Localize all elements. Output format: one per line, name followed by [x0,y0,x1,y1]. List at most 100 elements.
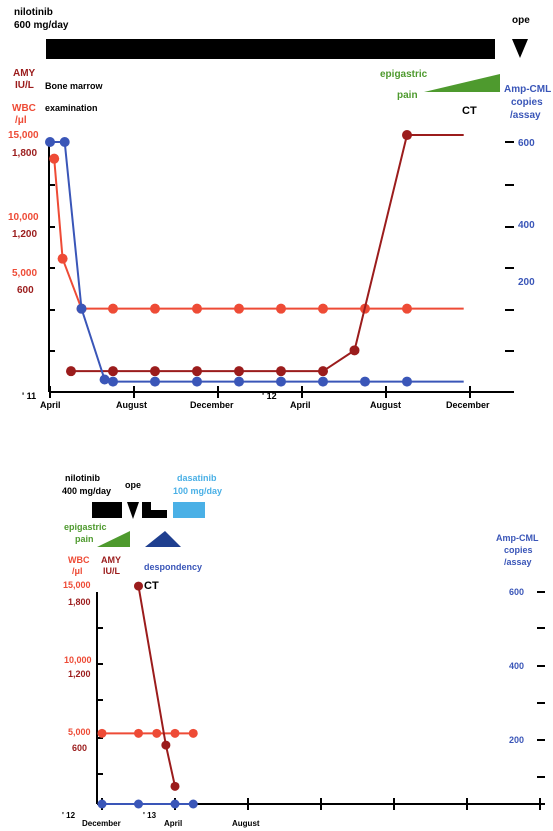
c1-amy-point [402,130,412,141]
c2-wbc-tick-10000: 10,000 [64,655,92,665]
c1-amy-point [318,366,328,377]
c1-cml-point [318,376,328,387]
c1-amy-point [349,345,360,356]
c2-ct-label: CT [144,580,159,592]
c1-wbc-tick-5000: 5,000 [12,268,37,279]
c1-month-april-12: April [290,400,311,410]
c2-amy-tick-600: 600 [72,743,87,753]
c1-right-tick-600: 600 [518,138,535,149]
c2-amy-point [134,581,143,591]
c2-right-axis-ticks [537,591,545,778]
c2-cml-point [170,799,180,809]
c1-month-august-12: August [370,400,401,410]
c2-month-april: April [164,819,182,828]
c1-amy-tick-600: 600 [17,285,34,296]
c1-wbc-point [57,253,68,264]
c1-wbc-point [108,303,118,314]
c1-month-august-11: August [116,400,147,410]
c2-wbc-label-1: WBC [68,555,90,565]
c2-dasatinib-2: 100 mg/day [173,486,222,496]
c1-x-axis-ticks [49,386,471,398]
c1-amy-point [150,366,160,377]
c2-amy-point [161,740,171,750]
c1-cml-point [76,303,87,314]
c2-epigastric-1: epigastric [64,522,107,532]
c1-year-label-12: ' 12 [262,391,277,401]
c1-amy-label-1: AMY [13,68,36,79]
c1-cml-line [50,141,464,383]
c1-cml-point [150,376,160,387]
chart-2: nilotinib 400 mg/day ope dasatinib 100 m… [62,473,545,828]
c1-wbc-point [402,303,412,314]
c2-year-label-12: ' 12 [62,811,76,820]
c1-series-layer [45,130,464,387]
c1-wbc-point [192,303,202,314]
c1-amy-line [71,134,464,373]
c1-amy-point [276,366,286,377]
c1-wbc-label-1: WBC [12,103,36,114]
c1-cml-point [360,376,370,387]
c1-bone-marrow-1: Bone marrow [45,81,104,91]
c2-month-december: December [82,819,121,828]
c2-drug-label-2: 400 mg/day [62,486,111,496]
c1-ct-label: CT [462,105,477,117]
c2-right-label-3: /assay [504,557,532,567]
c1-right-tick-400: 400 [518,220,535,231]
c1-cml-point [402,376,412,387]
c2-ope-marker [127,502,139,519]
c2-right-label-1: Amp-CML [496,533,539,543]
c2-wbc-tick-5000: 5,000 [68,727,91,737]
c2-nilotinib-taper-bar [142,502,167,518]
c2-amy-tick-1200: 1,200 [68,669,91,679]
c1-ope-marker [512,39,528,58]
c1-year-label-11: ' 11 [22,391,36,401]
c2-cml-point [97,799,107,809]
c2-left-axis-ticks [97,627,103,775]
c1-amy-point [234,366,244,377]
c1-month-december-11: December [190,400,234,410]
c1-drug-label-2: 600 mg/day [14,20,69,31]
c1-wbc-label-2: /μl [15,115,27,126]
c1-right-tick-200: 200 [518,277,535,288]
c2-amy-label-1: AMY [101,555,121,565]
c1-amy-point [108,366,118,377]
c1-left-axis-ticks [49,184,55,352]
c2-amy-point [170,781,180,791]
c1-amy-point [192,366,202,377]
c1-bone-marrow-2: examination [45,103,98,113]
c1-cml-point [192,376,202,387]
c1-cml-point [276,376,286,387]
c1-cml-point [59,137,70,147]
c2-wbc-point [170,728,180,738]
c1-cml-point [108,376,118,387]
c2-year-label-13: ' 13 [143,811,157,820]
c2-drug-label-1: nilotinib [65,473,100,483]
c1-epigastric-2: pain [397,90,418,101]
c1-month-april-11: April [40,400,61,410]
c1-amy-tick-1800: 1,800 [12,148,37,159]
c1-epigastric-1: epigastric [380,69,428,80]
chart-1: nilotinib 600 mg/day ope AMY IU/L Bone m… [8,7,551,410]
c1-right-label-1: Amp-CML [504,84,551,95]
c2-dasatinib-bar [173,502,205,518]
c1-right-label-2: copies [511,97,543,108]
c2-wbc-point [97,728,107,738]
c1-wbc-tick-15000: 15,000 [8,130,39,141]
c1-drug-label-1: nilotinib [14,7,53,18]
c1-wbc-point [150,303,160,314]
c2-right-label-2: copies [504,545,533,555]
c1-right-axis-ticks [505,141,514,352]
c2-month-august: August [232,819,260,828]
c2-right-tick-600: 600 [509,587,524,597]
c2-wbc-point [188,728,198,738]
c2-wbc-label-2: /μl [72,566,83,576]
c2-despondency-wedge [145,531,181,547]
c1-nilotinib-bar [46,39,495,59]
c2-right-tick-200: 200 [509,735,524,745]
c1-amy-label-2: IU/L [15,80,34,91]
c2-dasatinib-1: dasatinib [177,473,217,483]
c1-amy-tick-1200: 1,200 [12,229,37,240]
c1-amy-point [66,366,76,377]
c1-ope-label: ope [512,15,530,26]
c2-amy-label-2: IU/L [103,566,121,576]
